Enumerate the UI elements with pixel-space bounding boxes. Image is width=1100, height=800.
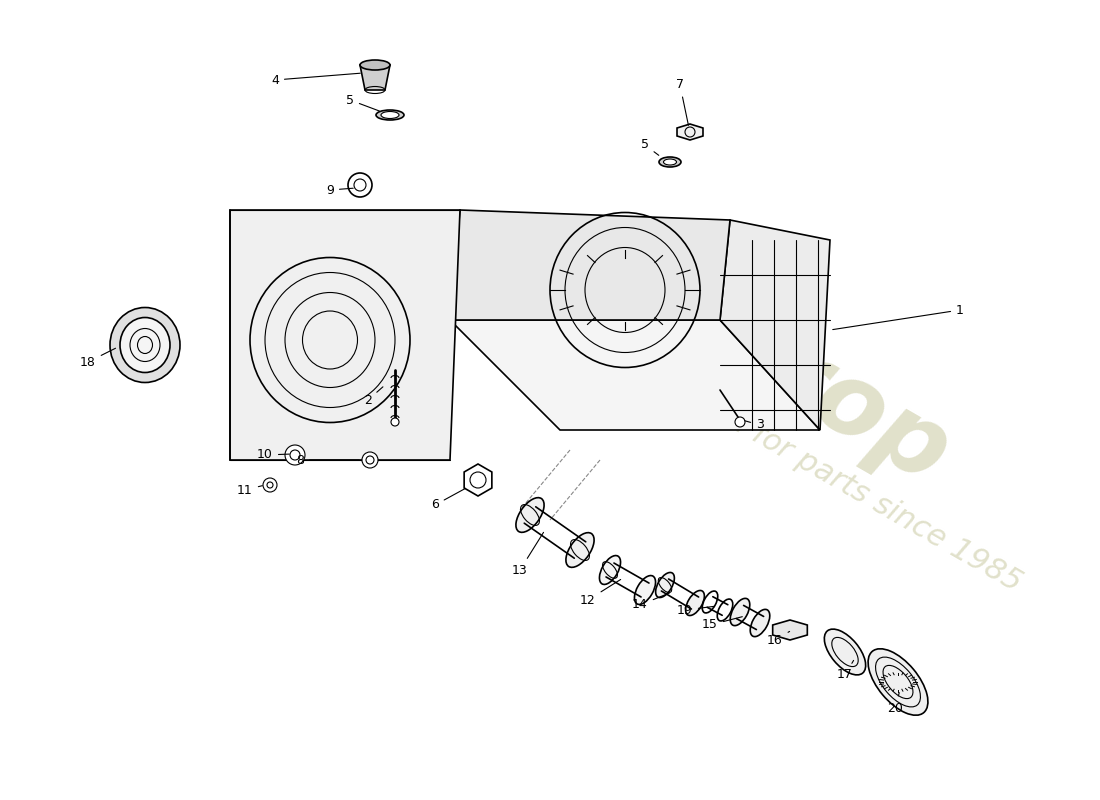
Polygon shape: [720, 220, 830, 430]
Ellipse shape: [730, 598, 750, 626]
Circle shape: [285, 445, 305, 465]
Circle shape: [263, 478, 277, 492]
Ellipse shape: [824, 629, 866, 675]
Ellipse shape: [659, 157, 681, 167]
Text: 10: 10: [257, 449, 289, 462]
Ellipse shape: [360, 60, 390, 70]
Ellipse shape: [868, 649, 928, 715]
Polygon shape: [450, 320, 820, 430]
Text: 5: 5: [346, 94, 380, 111]
Ellipse shape: [600, 555, 620, 585]
Text: 7: 7: [676, 78, 689, 126]
Polygon shape: [230, 210, 460, 460]
Polygon shape: [676, 124, 703, 140]
Polygon shape: [360, 65, 390, 90]
Text: 11: 11: [238, 483, 262, 497]
Text: 15: 15: [702, 617, 743, 631]
Ellipse shape: [717, 599, 733, 621]
Text: 14: 14: [632, 593, 670, 611]
Circle shape: [390, 418, 399, 426]
Ellipse shape: [376, 110, 404, 120]
Polygon shape: [464, 464, 492, 496]
Text: 19: 19: [678, 603, 714, 617]
Text: 16: 16: [767, 631, 790, 646]
Polygon shape: [772, 620, 807, 640]
Ellipse shape: [663, 159, 676, 165]
Text: 9: 9: [326, 183, 353, 197]
Circle shape: [735, 417, 745, 427]
Ellipse shape: [750, 610, 770, 637]
Ellipse shape: [702, 591, 717, 613]
Text: 8: 8: [296, 454, 360, 466]
Ellipse shape: [381, 111, 399, 118]
Ellipse shape: [120, 318, 170, 373]
Text: a passion for parts since 1985: a passion for parts since 1985: [613, 342, 1027, 598]
Text: 5: 5: [641, 138, 659, 155]
Text: 2: 2: [364, 387, 383, 406]
Ellipse shape: [110, 307, 180, 382]
Text: 1: 1: [833, 303, 964, 330]
Ellipse shape: [685, 590, 704, 615]
Text: 18: 18: [80, 348, 116, 369]
Ellipse shape: [565, 533, 594, 567]
Text: europ: europ: [634, 256, 967, 504]
Circle shape: [362, 452, 378, 468]
Text: 3: 3: [745, 418, 763, 431]
Text: 20: 20: [887, 693, 903, 714]
Ellipse shape: [516, 498, 544, 532]
Polygon shape: [450, 210, 730, 320]
Text: 13: 13: [513, 532, 543, 577]
Ellipse shape: [635, 575, 656, 605]
Text: 17: 17: [837, 660, 854, 682]
Text: 12: 12: [580, 579, 620, 606]
Text: 4: 4: [271, 74, 360, 86]
Ellipse shape: [656, 573, 674, 598]
Circle shape: [348, 173, 372, 197]
Text: 6: 6: [431, 488, 465, 511]
